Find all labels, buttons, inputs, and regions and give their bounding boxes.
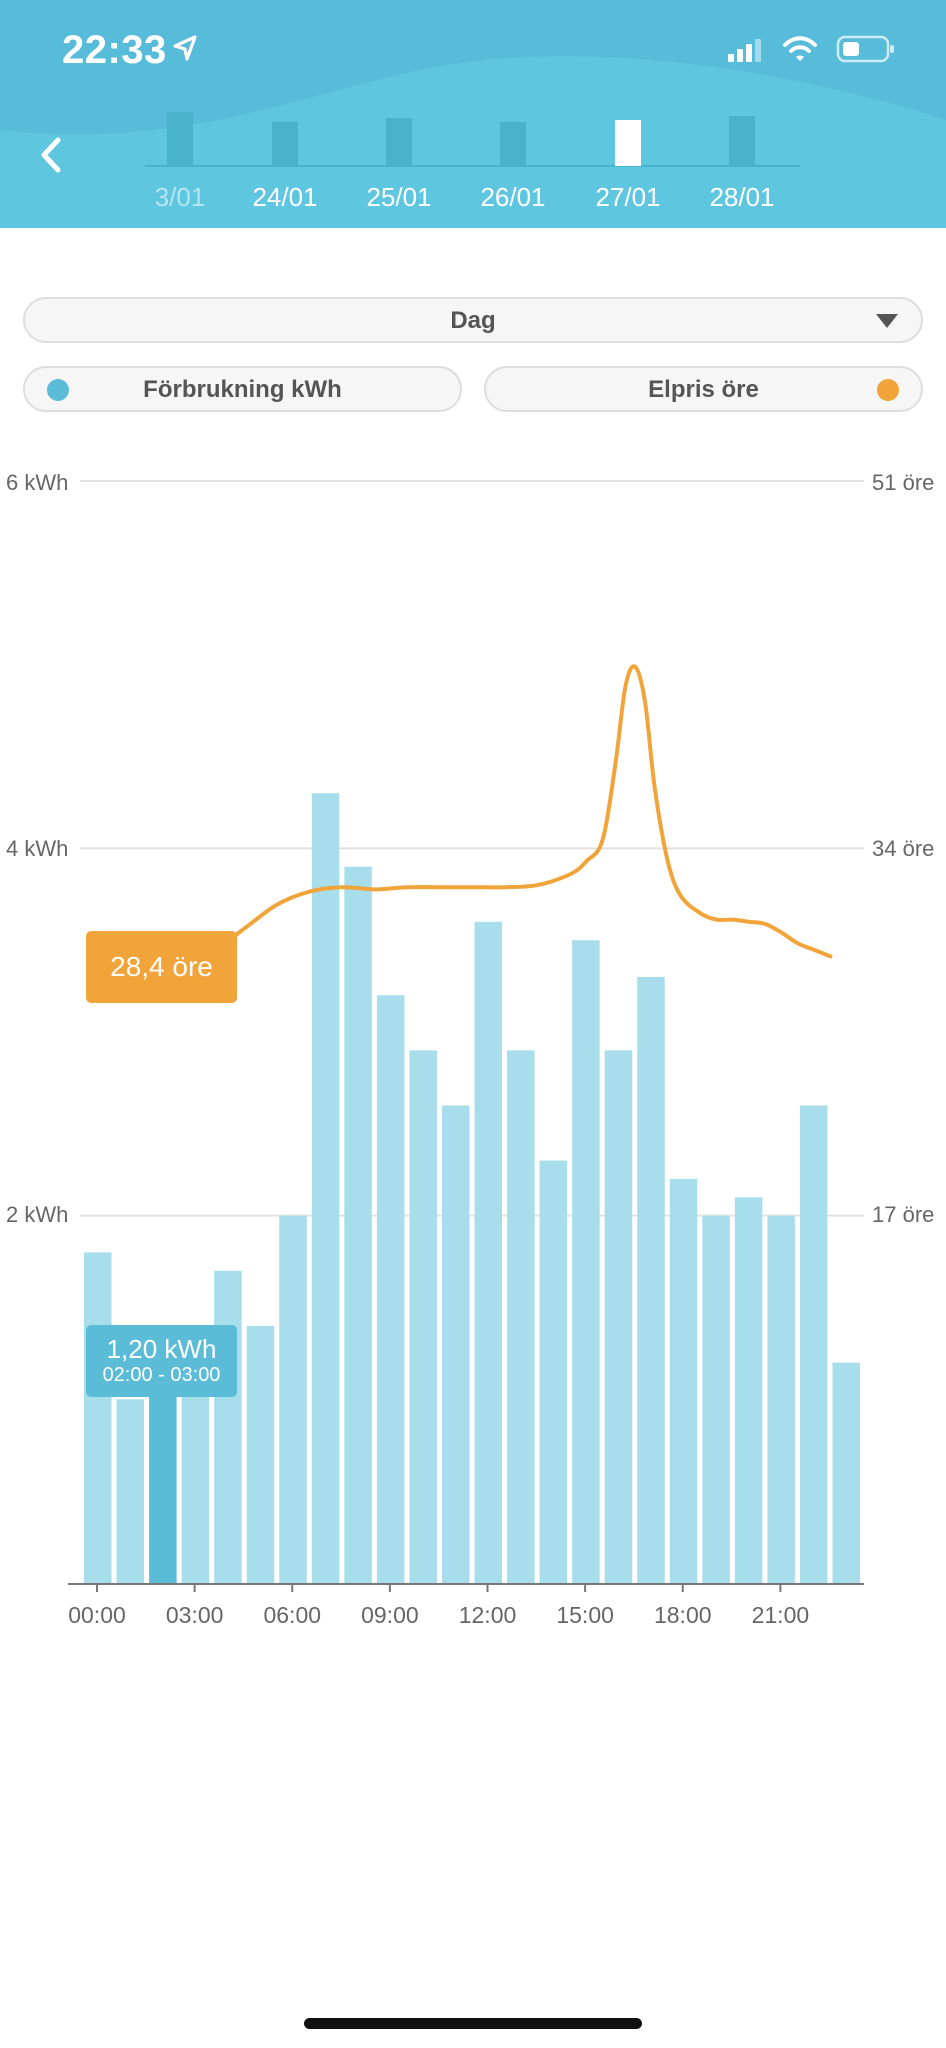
day-item-0[interactable]: 3/01 bbox=[135, 110, 225, 222]
day-item-1[interactable]: 24/01 bbox=[240, 110, 330, 222]
y-right-tick-label: 51 öre bbox=[872, 470, 935, 495]
x-tick-label: 21:00 bbox=[752, 1602, 810, 1628]
consumption-toggle[interactable]: Förbrukning kWh bbox=[23, 366, 462, 412]
consumption-toggle-label: Förbrukning kWh bbox=[143, 376, 342, 403]
bar bbox=[116, 1399, 145, 1583]
price-line-series bbox=[161, 664, 833, 972]
bar bbox=[84, 1252, 112, 1583]
bar-series bbox=[84, 793, 860, 1583]
bar bbox=[376, 995, 405, 1583]
day-bar bbox=[729, 116, 755, 166]
bar bbox=[311, 793, 340, 1583]
header: 22:33 3/01 24/01 25/01 bbox=[0, 0, 946, 228]
x-tick-label: 09:00 bbox=[361, 1602, 419, 1628]
x-tick-label: 00:00 bbox=[68, 1602, 126, 1628]
consumption-tooltip: 1,20 kWh 02:00 - 03:00 bbox=[86, 1325, 237, 1397]
signal-icon bbox=[728, 39, 761, 62]
consumption-price-chart: 00:00 03:00 06:00 09:00 12:00 15:00 18:00 21:00 bbox=[68, 480, 864, 1628]
period-dropdown[interactable]: Dag bbox=[23, 297, 923, 343]
bar bbox=[702, 1215, 730, 1583]
status-time: 22:33 bbox=[62, 28, 167, 72]
bar bbox=[409, 1050, 437, 1583]
bar bbox=[441, 1105, 470, 1583]
consumption-tooltip-value: 1,20 kWh bbox=[106, 1334, 217, 1364]
x-tick-label: 03:00 bbox=[166, 1602, 224, 1628]
period-dropdown-value: Dag bbox=[450, 307, 496, 334]
day-bar bbox=[167, 112, 193, 166]
bar bbox=[474, 921, 503, 1583]
bar bbox=[539, 1160, 568, 1583]
day-label: 28/01 bbox=[709, 182, 775, 212]
price-tooltip: 28,4 öre bbox=[86, 931, 237, 1003]
day-label: 3/01 bbox=[154, 182, 206, 212]
day-bar bbox=[615, 120, 641, 166]
day-label: 27/01 bbox=[595, 182, 661, 212]
price-dot-icon bbox=[877, 379, 899, 401]
battery-icon bbox=[836, 35, 894, 63]
bar bbox=[181, 1380, 210, 1583]
day-label: 25/01 bbox=[366, 182, 432, 212]
x-tick-label: 18:00 bbox=[654, 1602, 712, 1628]
y-left-tick-label: 2 kWh bbox=[6, 1202, 69, 1227]
day-item-2[interactable]: 25/01 bbox=[354, 110, 444, 222]
bar bbox=[637, 976, 665, 1583]
location-arrow-icon bbox=[173, 35, 197, 61]
bar bbox=[149, 1362, 177, 1583]
bar bbox=[214, 1270, 242, 1583]
chevron-down-icon bbox=[876, 314, 898, 328]
bar bbox=[669, 1178, 698, 1583]
bar bbox=[572, 940, 600, 1583]
bar bbox=[799, 1105, 828, 1583]
bar bbox=[604, 1050, 633, 1583]
header-wave bbox=[0, 0, 946, 135]
bar bbox=[344, 866, 372, 1583]
x-tick-label: 12:00 bbox=[459, 1602, 517, 1628]
back-button[interactable] bbox=[30, 132, 76, 178]
y-left-tick-label: 4 kWh bbox=[6, 836, 69, 861]
bar bbox=[279, 1215, 307, 1583]
day-item-5[interactable]: 28/01 bbox=[697, 110, 787, 222]
x-axis: 00:00 03:00 06:00 09:00 12:00 15:00 18:00 21:00 bbox=[68, 1583, 864, 1628]
day-item-3[interactable]: 26/01 bbox=[468, 110, 558, 222]
bar bbox=[832, 1362, 860, 1583]
price-line bbox=[161, 664, 833, 972]
price-toggle[interactable]: Elpris öre bbox=[484, 366, 923, 412]
y-right-tick-label: 17 öre bbox=[872, 1202, 935, 1227]
bar bbox=[734, 1197, 763, 1583]
day-item-4[interactable]: 27/01 bbox=[583, 110, 673, 222]
bar bbox=[507, 1050, 535, 1583]
consumption-tooltip-range: 02:00 - 03:00 bbox=[102, 1364, 221, 1386]
chart-grid bbox=[80, 480, 864, 1217]
price-toggle-label: Elpris öre bbox=[648, 376, 759, 403]
bar bbox=[246, 1325, 275, 1583]
bar bbox=[767, 1215, 795, 1583]
day-bar bbox=[272, 122, 298, 166]
day-bar bbox=[500, 122, 526, 166]
y-right-tick-label: 34 öre bbox=[872, 836, 935, 861]
y-left-tick-label: 6 kWh bbox=[6, 470, 69, 495]
x-tick-label: 15:00 bbox=[556, 1602, 614, 1628]
day-bar bbox=[386, 118, 412, 166]
x-tick-label: 06:00 bbox=[263, 1602, 321, 1628]
day-label: 26/01 bbox=[480, 182, 546, 212]
home-indicator bbox=[304, 2018, 642, 2029]
wifi-icon bbox=[783, 36, 817, 61]
consumption-dot-icon bbox=[47, 379, 69, 401]
day-label: 24/01 bbox=[252, 182, 318, 212]
